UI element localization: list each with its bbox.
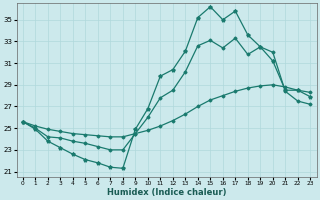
X-axis label: Humidex (Indice chaleur): Humidex (Indice chaleur) (107, 188, 226, 197)
